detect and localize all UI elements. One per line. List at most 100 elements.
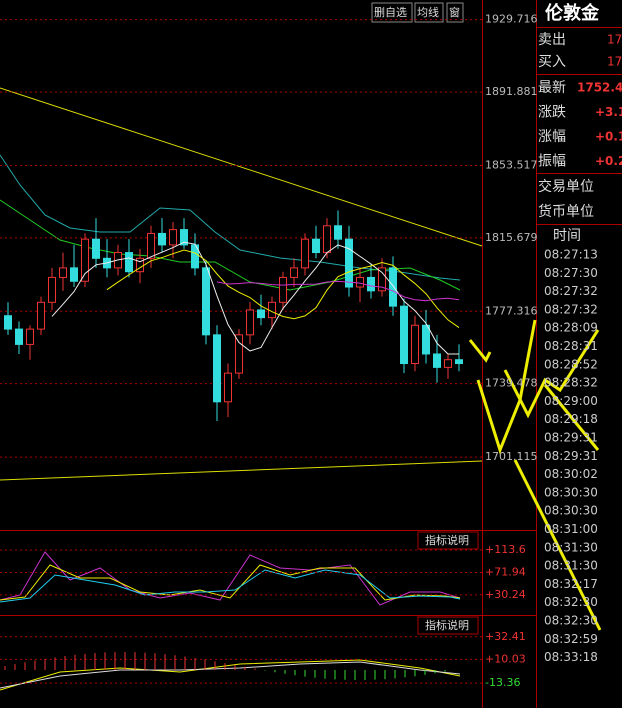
candle-body <box>312 238 320 254</box>
candle-body <box>290 267 298 278</box>
indicator-button-label: 指标说明 <box>425 618 469 632</box>
candle-body <box>246 309 254 336</box>
time-entry: 08:31:00 <box>544 522 598 536</box>
y-tick-label: 1853.517 <box>485 158 538 171</box>
candle-body <box>433 353 441 368</box>
time-entry: 08:32:59 <box>544 632 598 646</box>
quote-label: 买入 <box>538 54 566 70</box>
candle-body <box>213 334 221 403</box>
stat-label: 最新 <box>538 80 566 96</box>
time-entry: 08:29:31 <box>544 449 598 463</box>
indicator-button[interactable] <box>417 616 479 635</box>
candle-body <box>59 267 67 278</box>
y-tick-label: 1891.881 <box>485 85 538 98</box>
time-entry: 08:27:32 <box>544 284 598 298</box>
y-tick-label: 1739.478 <box>485 377 538 390</box>
time-entry: 08:28:52 <box>544 357 598 371</box>
toolbar-label: 均线 <box>417 5 439 19</box>
y-tick-label: +71.94 <box>485 565 526 578</box>
trend-line <box>0 460 483 481</box>
y-tick-label: -13.36 <box>485 676 520 689</box>
candle-body <box>81 238 89 282</box>
unit-label: 交易单位 <box>538 178 594 195</box>
y-tick-label: +32.41 <box>485 630 526 643</box>
ma-line <box>216 280 460 302</box>
time-entry: 08:30:30 <box>544 485 598 499</box>
time-entry: 08:28:32 <box>544 376 598 390</box>
toolbar-button[interactable] <box>414 2 444 23</box>
candle-body <box>389 267 397 307</box>
candle-body <box>356 276 364 288</box>
candle-body <box>4 315 12 330</box>
unit-label: 货币单位 <box>538 203 594 220</box>
candle-body <box>279 276 287 303</box>
y-tick-label: 1929.716 <box>485 13 538 26</box>
candle-body <box>158 232 166 246</box>
candle-body <box>323 225 331 254</box>
time-entry: 08:28:31 <box>544 339 598 353</box>
time-entry: 08:32:17 <box>544 577 598 591</box>
time-entry: 08:30:02 <box>544 467 598 481</box>
toolbar-label: 窗 <box>449 5 460 19</box>
time-entry: 08:32:30 <box>544 614 598 628</box>
candle-body <box>224 372 232 403</box>
candle-body <box>345 238 353 288</box>
candle-body <box>422 324 430 355</box>
candle-body <box>455 359 463 365</box>
indicator-line <box>0 659 461 691</box>
stat-value: +3.1 <box>595 105 622 119</box>
time-header: 时间 <box>553 228 581 244</box>
toolbar-button[interactable] <box>446 2 464 23</box>
candle-body <box>26 328 34 345</box>
ma-line <box>51 241 459 355</box>
time-entry: 08:27:30 <box>544 266 598 280</box>
time-entry: 08:29:18 <box>544 412 598 426</box>
indicator-button[interactable] <box>417 531 479 550</box>
instrument-title: 伦敦金 <box>545 2 600 24</box>
stat-value: +0.2 <box>595 154 622 168</box>
stat-label: 涨幅 <box>538 129 566 145</box>
candle-body <box>235 334 243 374</box>
candle-body <box>180 229 188 246</box>
candle-body <box>70 267 78 282</box>
candle-body <box>147 232 155 259</box>
trend-line <box>0 87 483 247</box>
y-tick-label: 1777.316 <box>485 304 538 317</box>
candle-body <box>92 238 100 259</box>
ma-line <box>106 249 460 328</box>
time-entry: 08:27:32 <box>544 302 598 316</box>
quote-label: 卖出 <box>538 32 566 48</box>
time-entry: 08:30:30 <box>544 504 598 518</box>
indicator-line <box>0 564 461 601</box>
stat-value: +0.1 <box>595 130 622 144</box>
indicator-line <box>0 569 461 603</box>
candle-body <box>378 267 386 292</box>
time-entry: 08:27:13 <box>544 248 598 262</box>
arrows <box>468 319 602 631</box>
candle-body <box>37 301 45 330</box>
y-tick-label: +30.24 <box>485 588 526 601</box>
candle-body <box>334 225 342 240</box>
indicator-button-label: 指标说明 <box>425 533 469 547</box>
toolbar-button[interactable] <box>371 2 413 23</box>
time-entry: 08:31:30 <box>544 559 598 573</box>
candle-body <box>400 305 408 365</box>
y-tick-label: +10.03 <box>485 652 526 665</box>
indicator-line <box>0 551 461 606</box>
time-entry: 08:29:31 <box>544 431 598 445</box>
indicator-line <box>0 661 461 689</box>
quote-value: 17 <box>607 55 622 69</box>
candle-body <box>202 267 210 336</box>
time-entry: 08:31:30 <box>544 540 598 554</box>
toolbar-label: 删自选 <box>374 6 407 19</box>
y-tick-label: 1701.115 <box>485 450 538 463</box>
y-tick-label: 1815.679 <box>485 231 538 244</box>
y-tick-label: +113.6 <box>485 543 526 556</box>
candle-body <box>444 359 452 368</box>
candle-body <box>169 229 177 246</box>
time-entry: 08:32:30 <box>544 595 598 609</box>
